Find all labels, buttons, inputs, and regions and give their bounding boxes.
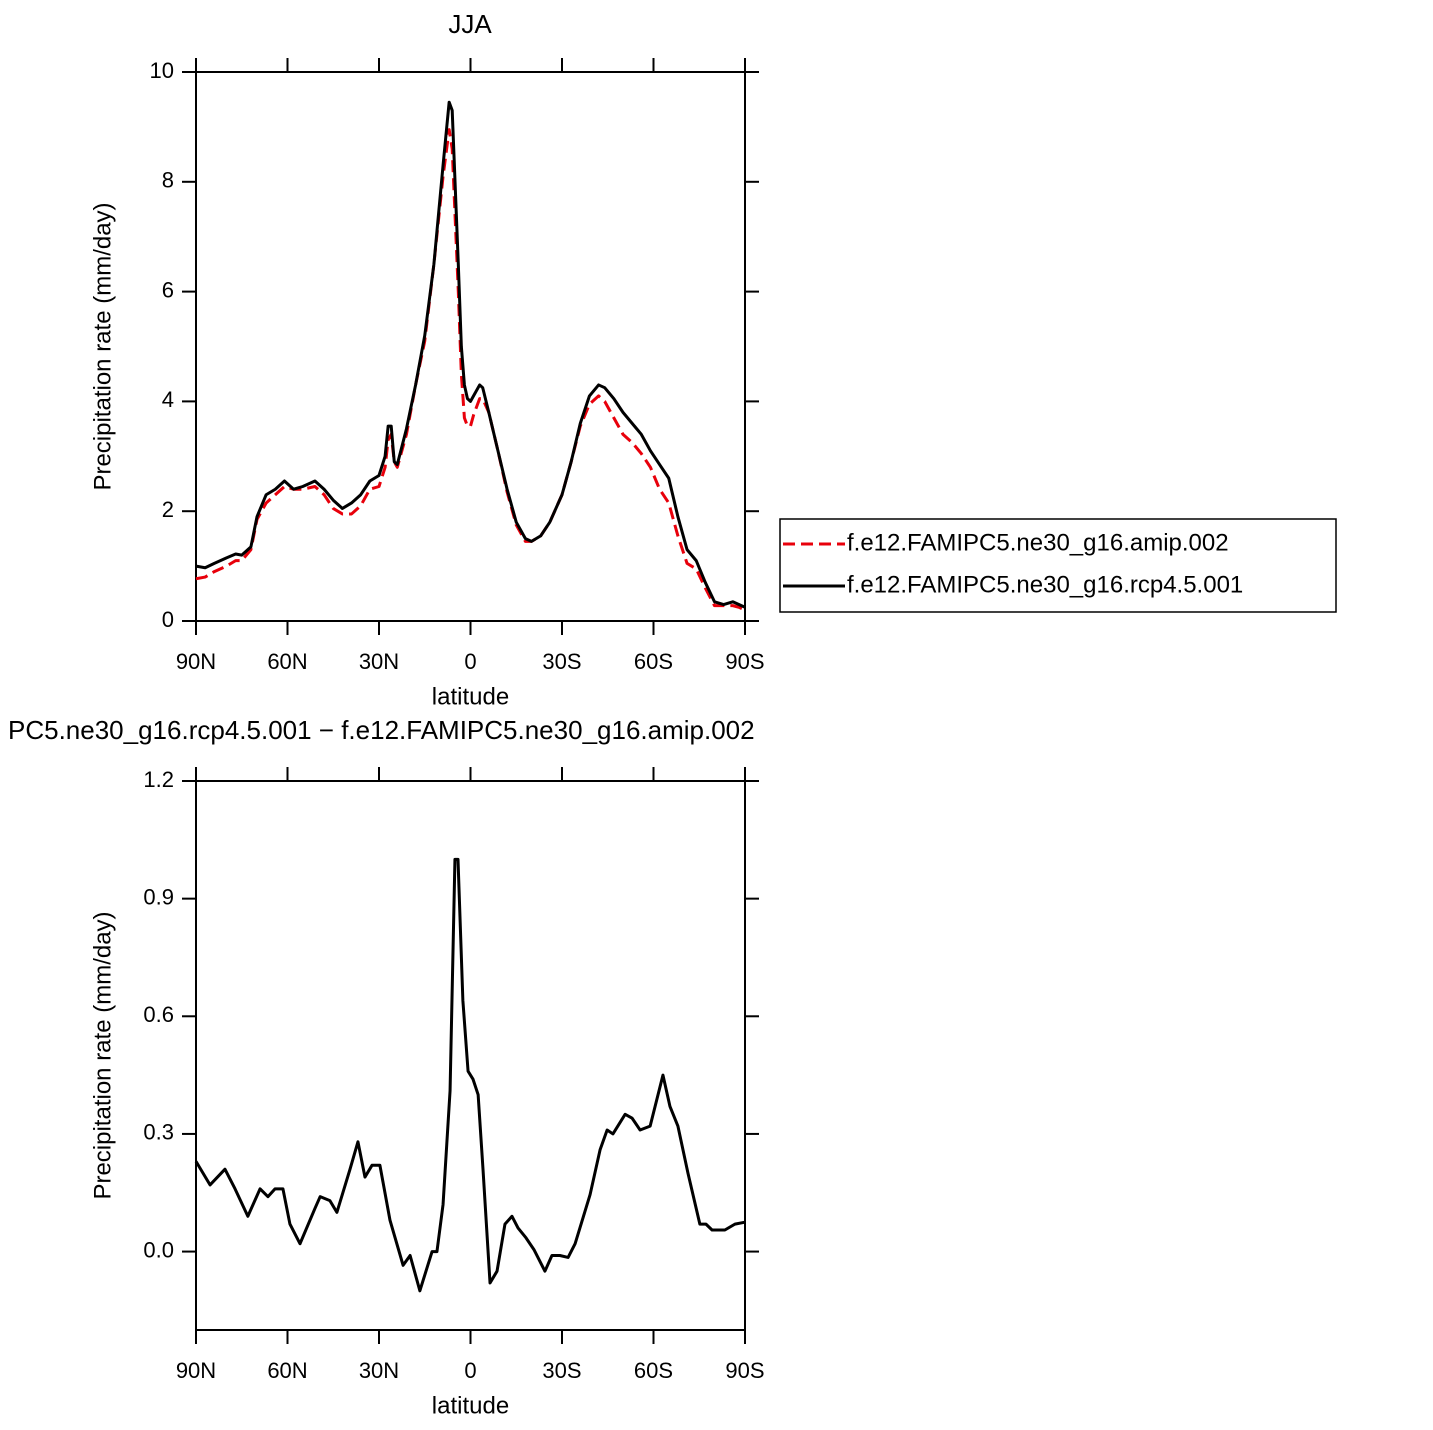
x-tick-label: 30S bbox=[542, 1358, 581, 1383]
x-tick-label: 90S bbox=[725, 649, 764, 674]
x-tick-label: 30N bbox=[359, 649, 399, 674]
x-tick-label: 60N bbox=[267, 649, 307, 674]
y-tick-label: 4 bbox=[162, 387, 174, 412]
x-axis-label: latitude bbox=[432, 683, 509, 710]
plot-frame bbox=[195, 71, 746, 622]
data-line bbox=[195, 128, 746, 612]
y-tick-label: 6 bbox=[162, 277, 174, 302]
y-tick-label: 2 bbox=[162, 497, 174, 522]
y-tick-label: 1.2 bbox=[143, 767, 174, 792]
y-axis-label: Precipitation rate (mm/day) bbox=[89, 202, 116, 490]
legend-box bbox=[779, 518, 1337, 613]
x-tick-label: 0 bbox=[464, 1358, 476, 1383]
y-tick-label: 0 bbox=[162, 607, 174, 632]
x-tick-label: 0 bbox=[464, 649, 476, 674]
data-line bbox=[195, 100, 746, 609]
x-tick-label: 90S bbox=[725, 1358, 764, 1383]
plot-frame bbox=[195, 780, 746, 1331]
x-axis-label: latitude bbox=[432, 1392, 509, 1419]
x-tick-label: 30S bbox=[542, 649, 581, 674]
chart-title: JJA bbox=[448, 9, 492, 39]
x-tick-label: 60S bbox=[634, 649, 673, 674]
y-tick-label: 0.0 bbox=[143, 1237, 174, 1262]
x-tick-label: 90N bbox=[176, 649, 216, 674]
x-tick-label: 60S bbox=[634, 1358, 673, 1383]
y-tick-label: 0.3 bbox=[143, 1120, 174, 1145]
legend-label: f.e12.FAMIPC5.ne30_g16.amip.002 bbox=[847, 529, 1229, 556]
y-axis-label: Precipitation rate (mm/day) bbox=[89, 911, 116, 1199]
legend-label: f.e12.FAMIPC5.ne30_g16.rcp4.5.001 bbox=[847, 571, 1243, 598]
y-tick-label: 8 bbox=[162, 168, 174, 193]
x-tick-label: 90N bbox=[176, 1358, 216, 1383]
chart-title: PC5.ne30_g16.rcp4.5.001 − f.e12.FAMIPC5.… bbox=[8, 715, 755, 745]
y-tick-label: 10 bbox=[150, 58, 174, 83]
y-tick-label: 0.9 bbox=[143, 884, 174, 909]
y-tick-label: 0.6 bbox=[143, 1002, 174, 1027]
x-tick-label: 60N bbox=[267, 1358, 307, 1383]
data-line bbox=[194, 857, 746, 1293]
x-tick-label: 30N bbox=[359, 1358, 399, 1383]
